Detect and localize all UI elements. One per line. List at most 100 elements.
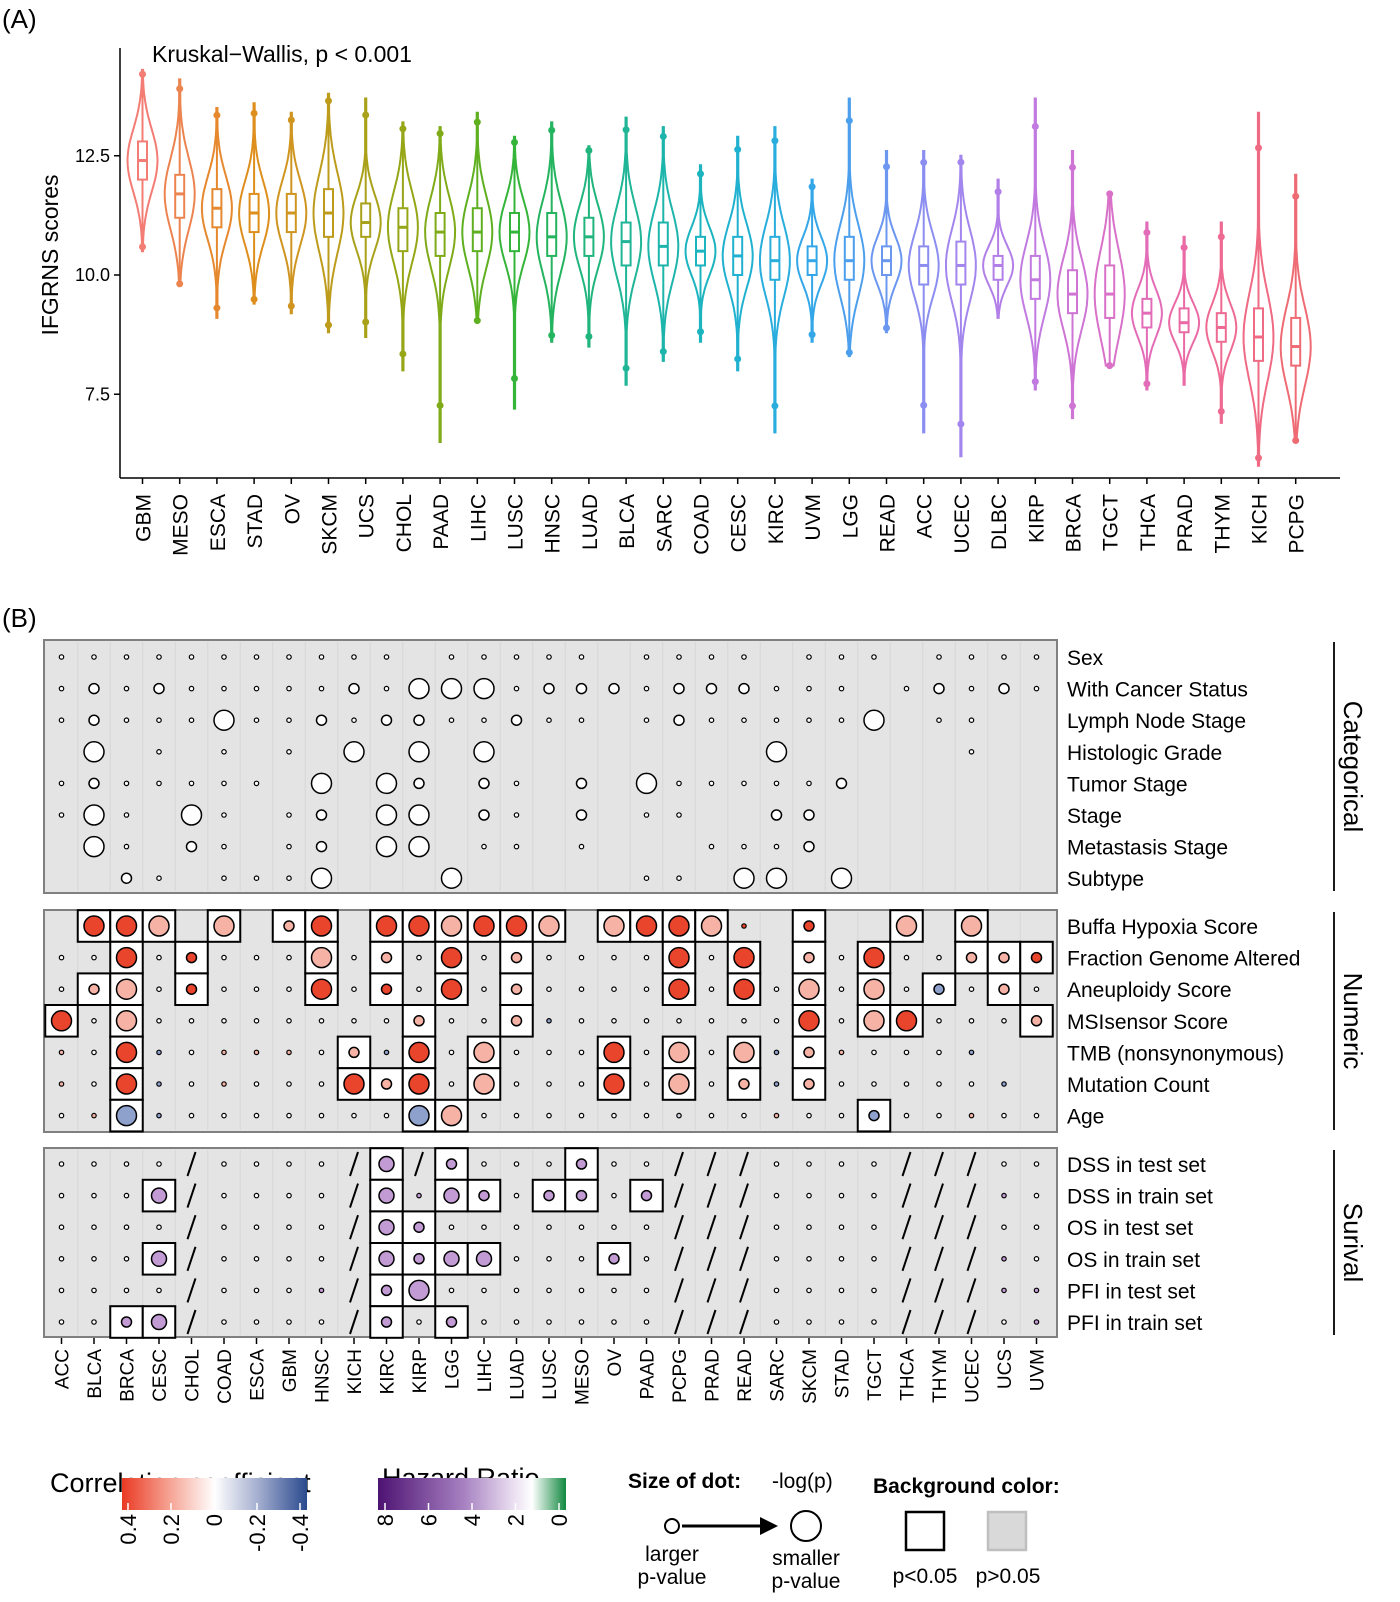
- matrix-dot: [253, 1224, 260, 1231]
- cancer-label: TGCT: [865, 1349, 886, 1401]
- not-available-slash: [966, 1183, 977, 1208]
- matrix-dot: [803, 951, 815, 964]
- x-tick-label: GBM: [133, 494, 156, 542]
- matrix-dot: [1001, 1161, 1007, 1167]
- matrix-dot: [343, 1073, 365, 1095]
- matrix-dot: [838, 1161, 845, 1167]
- matrix-dot: [668, 946, 690, 969]
- matrix-dot: [838, 1081, 845, 1087]
- matrix-dot: [773, 1287, 780, 1294]
- violin-outlier: [1180, 244, 1188, 252]
- violin-outlier: [287, 302, 295, 310]
- x-tick-label: CHOL: [393, 494, 416, 552]
- background-significant-label: p<0.05: [893, 1565, 958, 1588]
- violin-outline: [721, 135, 754, 372]
- matrix-dot: [513, 1287, 520, 1294]
- not-available-slash: [901, 1246, 912, 1272]
- row-label: Stage: [1067, 805, 1122, 828]
- row-label: PFI in test set: [1067, 1280, 1196, 1303]
- matrix-dot: [765, 867, 788, 889]
- matrix-dot: [380, 951, 393, 964]
- matrix-dot: [968, 685, 975, 692]
- matrix-dot: [513, 1192, 520, 1199]
- matrix-dot: [286, 685, 292, 692]
- not-available-slash: [674, 1151, 684, 1177]
- not-available-slash: [934, 1183, 944, 1208]
- matrix-dot: [221, 780, 227, 787]
- matrix-dot: [473, 677, 495, 700]
- matrix-dot: [378, 1155, 395, 1173]
- matrix-dot: [156, 654, 162, 660]
- matrix-dot: [513, 1224, 520, 1231]
- matrix-dot: [643, 954, 650, 961]
- matrix-dot: [871, 1049, 877, 1056]
- matrix-dot: [803, 1046, 815, 1059]
- matrix-dot: [773, 780, 780, 787]
- matrix-dot: [91, 954, 97, 961]
- not-available-slash: [674, 1214, 684, 1240]
- cancer-label: BRCA: [118, 1349, 139, 1402]
- matrix-dot: [416, 1319, 422, 1325]
- matrix-dot: [221, 685, 227, 692]
- matrix-dot: [513, 685, 520, 692]
- x-tick-label: PRAD: [1174, 494, 1197, 552]
- matrix-dot: [903, 1112, 910, 1119]
- matrix-dot: [643, 1256, 650, 1262]
- matrix-dot: [253, 1049, 260, 1056]
- violin-uvm: [796, 178, 829, 343]
- matrix-dot: [611, 986, 617, 993]
- matrix-dot: [546, 1112, 552, 1119]
- matrix-dot: [58, 986, 65, 993]
- matrix-dot: [445, 1158, 458, 1170]
- matrix-dot: [668, 1041, 690, 1064]
- matrix-dot: [1001, 1224, 1007, 1231]
- colorbar-tick-label: -0.4: [288, 1514, 313, 1552]
- matrix-dot: [150, 1313, 168, 1331]
- matrix-dot: [510, 983, 523, 995]
- matrix-dot: [1030, 1015, 1043, 1027]
- matrix-dot: [120, 1316, 133, 1328]
- matrix-dot: [933, 983, 945, 995]
- not-available-slash: [706, 1309, 717, 1335]
- cancer-label: LUSC: [540, 1349, 561, 1400]
- matrix-dot: [380, 1078, 393, 1090]
- violin-outlier: [176, 280, 184, 288]
- matrix-dot: [221, 654, 227, 660]
- matrix-dot: [806, 1192, 812, 1199]
- matrix-dot: [1001, 1017, 1007, 1024]
- matrix-dot: [188, 1112, 195, 1119]
- matrix-dot: [253, 1192, 260, 1199]
- violin-outline: [796, 178, 829, 343]
- not-available-slash: [901, 1309, 912, 1335]
- matrix-dot: [91, 1256, 97, 1262]
- matrix-dot: [153, 682, 165, 695]
- matrix-dot: [546, 986, 552, 993]
- matrix-dot: [408, 915, 430, 937]
- cancer-label: SKCM: [800, 1349, 821, 1404]
- not-available-slash: [934, 1278, 944, 1303]
- matrix-dot: [668, 978, 690, 1000]
- matrix-dot: [1001, 1256, 1007, 1262]
- matrix-dot: [253, 717, 260, 724]
- matrix-dot: [838, 1224, 845, 1231]
- matrix-dot: [773, 1192, 780, 1199]
- not-available-slash: [706, 1214, 717, 1240]
- x-tick-label: TGCT: [1100, 494, 1123, 551]
- violin-ucec: [945, 154, 977, 458]
- matrix-dot: [58, 1112, 65, 1119]
- matrix-dot: [115, 1041, 138, 1064]
- matrix-dot: [156, 1112, 162, 1119]
- violin-outlier: [697, 170, 704, 178]
- matrix-dot: [58, 654, 65, 660]
- matrix-dot: [578, 1256, 585, 1262]
- size-legend-small-label-2: p-value: [638, 1566, 707, 1589]
- matrix-dot: [253, 986, 260, 993]
- matrix-dot: [310, 978, 333, 1000]
- matrix-dot: [668, 1073, 690, 1095]
- violin-esca: [200, 107, 233, 319]
- violin-thym: [1205, 221, 1238, 424]
- matrix-dot: [473, 1041, 495, 1064]
- cancer-label: ACC: [53, 1349, 74, 1389]
- violin-outlier: [1069, 163, 1076, 171]
- matrix-dot: [546, 1161, 552, 1167]
